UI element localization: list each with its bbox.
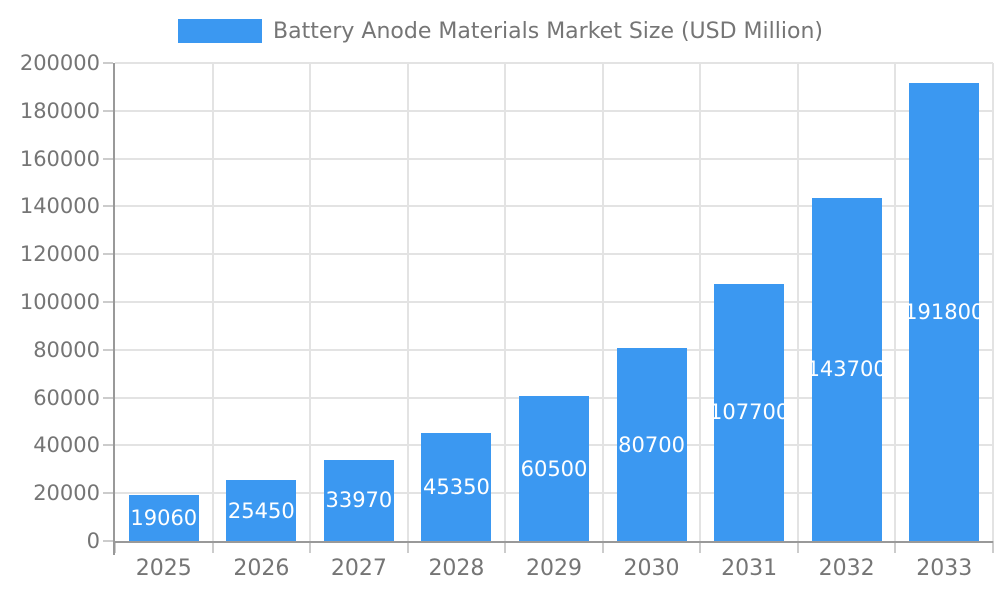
x-axis-tick — [211, 541, 214, 553]
x-tick-label: 2032 — [818, 556, 875, 581]
h-gridline — [115, 348, 993, 351]
v-gridline — [211, 63, 214, 541]
bar-2027[interactable] — [323, 459, 394, 541]
v-gridline — [796, 63, 799, 541]
x-axis-tick — [114, 541, 116, 553]
x-tick-label: 2033 — [916, 556, 973, 581]
x-axis-tick — [796, 541, 799, 553]
y-axis-tick — [103, 492, 113, 495]
x-axis-tick — [309, 541, 312, 553]
x-axis-tick — [894, 541, 897, 553]
h-gridline — [115, 62, 993, 64]
bar-2026[interactable] — [226, 480, 297, 541]
x-tick-label: 2027 — [330, 556, 387, 581]
h-gridline — [115, 109, 993, 112]
bar-2030[interactable] — [616, 348, 687, 541]
plot-area: 19060 25450 33970 45350 60500 80700 107700 1437… — [103, 62, 994, 555]
x-tick-label: 2025 — [135, 556, 192, 581]
x-axis-tick — [699, 541, 702, 553]
y-tick-label: 160000 — [19, 146, 100, 171]
y-tick-label: 20000 — [33, 481, 100, 506]
x-tick-label: 2028 — [428, 556, 485, 581]
bar-2029[interactable] — [519, 396, 589, 541]
y-axis-tick — [103, 396, 113, 399]
bar-value-label: 33970 — [325, 488, 393, 513]
y-axis-tick — [103, 301, 113, 303]
bar-value-label: 80700 — [618, 432, 685, 457]
x-axis-tick — [992, 541, 994, 553]
y-tick-label: 100000 — [19, 290, 100, 314]
y-axis-tick — [103, 62, 113, 64]
bar-value-label: 25450 — [227, 498, 295, 523]
bar-2032[interactable] — [811, 197, 882, 541]
bar-2033[interactable] — [909, 82, 980, 541]
y-axis-tick — [103, 109, 113, 112]
y-tick-label: 200000 — [19, 51, 100, 75]
bar-value-label: 107700 — [709, 400, 790, 425]
v-gridline — [406, 63, 409, 541]
v-gridline — [992, 63, 994, 541]
x-tick-label: 2026 — [233, 556, 290, 581]
h-gridline — [115, 253, 993, 256]
y-tick-label: 40000 — [33, 433, 100, 458]
x-tick-label: 2029 — [526, 556, 582, 581]
bar-value-label: 19060 — [130, 506, 198, 531]
y-axis-tick — [103, 253, 113, 256]
x-axis-tick — [406, 541, 409, 553]
chart-legend[interactable]: Battery Anode Materials Market Size (USD… — [178, 17, 823, 45]
y-tick-label: 60000 — [33, 385, 100, 410]
bar-2031[interactable] — [714, 283, 785, 541]
h-gridline — [115, 157, 993, 160]
v-gridline — [309, 63, 312, 541]
y-tick-label: 180000 — [19, 98, 100, 123]
y-tick-label: 80000 — [33, 337, 100, 362]
y-axis-tick — [103, 205, 113, 208]
y-axis-tick — [103, 348, 113, 351]
bar-value-label: 60500 — [520, 456, 588, 481]
y-tick-label: 120000 — [19, 242, 100, 267]
v-gridline — [504, 63, 507, 541]
bar-value-label: 45350 — [423, 474, 490, 499]
legend-swatch — [178, 19, 262, 43]
v-gridline — [894, 63, 897, 541]
y-tick-label: 140000 — [19, 194, 100, 219]
x-axis-tick — [601, 541, 604, 553]
y-axis-tick — [103, 540, 113, 542]
x-tick-label: 2030 — [623, 556, 680, 581]
bar-2025[interactable] — [128, 495, 199, 541]
bar-value-label: 191800 — [904, 299, 985, 324]
y-axis-tick — [103, 444, 113, 447]
x-axis-tick — [504, 541, 507, 553]
bar-value-label: 143700 — [806, 357, 887, 382]
h-gridline — [115, 301, 993, 303]
bar-2028[interactable] — [421, 432, 492, 541]
v-gridline — [699, 63, 702, 541]
legend-label: Battery Anode Materials Market Size (USD… — [273, 18, 823, 44]
v-gridline — [601, 63, 604, 541]
h-gridline — [115, 205, 993, 208]
x-axis-line — [113, 541, 993, 543]
y-tick-label: 0 — [86, 529, 100, 553]
y-axis-tick — [103, 157, 113, 160]
x-tick-label: 2031 — [721, 556, 778, 581]
y-axis-line — [113, 63, 115, 555]
